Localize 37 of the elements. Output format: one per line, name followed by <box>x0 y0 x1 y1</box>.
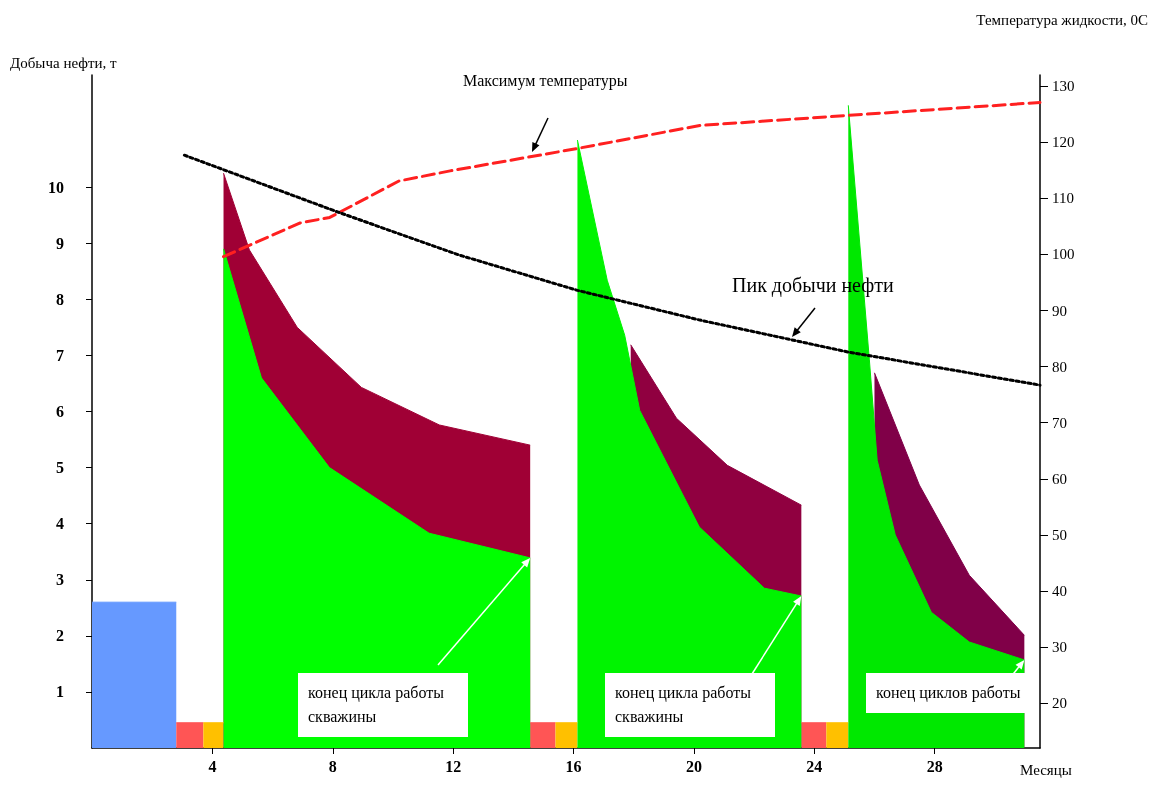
y2-tick-label: 130 <box>1052 78 1075 95</box>
y2-tick-label: 20 <box>1052 695 1067 712</box>
y-tick-label: 1 <box>56 683 64 701</box>
x-tick-label: 4 <box>208 757 217 775</box>
x-tick-label: 8 <box>328 757 337 775</box>
y2-tick-label: 30 <box>1052 639 1067 656</box>
annotation: конец циклов работы <box>866 673 1036 713</box>
y-tick-label: 7 <box>56 346 64 364</box>
x-axis-title: Месяцы <box>1020 761 1072 778</box>
y-tick-label: 8 <box>56 290 64 308</box>
y-tick-label: 2 <box>56 627 64 645</box>
x-tick-label: 16 <box>565 757 582 775</box>
y2-axis-title: Температура жидкости, 0С <box>976 11 1149 28</box>
y-tick-label: 9 <box>56 234 64 252</box>
x-tick-label: 20 <box>685 757 702 775</box>
y-tick-label: 10 <box>48 178 64 196</box>
annotation: конец цикла работы скважины <box>605 673 775 737</box>
y2-tick-label: 40 <box>1052 582 1067 599</box>
y2-tick-label: 110 <box>1052 190 1074 207</box>
y-tick-label: 3 <box>56 571 64 589</box>
line-series <box>222 100 1042 259</box>
x-tick-label: 24 <box>806 757 823 775</box>
x-tick-label: 12 <box>445 757 462 775</box>
y2-tick-label: 50 <box>1052 526 1067 543</box>
y-tick-label: 6 <box>56 403 64 420</box>
x-tick-label: 28 <box>926 757 943 775</box>
y-axis-title: Добыча нефти, т <box>10 54 118 71</box>
annotation: Максимум температуры <box>463 72 628 90</box>
y2-tick-label: 90 <box>1052 302 1067 319</box>
y2-tick-label: 80 <box>1052 358 1067 375</box>
y2-tick-label: 60 <box>1052 470 1067 487</box>
y2-tick-label: 120 <box>1052 134 1075 151</box>
y2-tick-label: 100 <box>1052 246 1075 263</box>
y-tick-label: 4 <box>56 515 64 533</box>
y2-tick-label: 70 <box>1052 414 1067 431</box>
annotation: конец цикла работы скважины <box>298 673 468 737</box>
y-tick-label: 5 <box>56 459 64 477</box>
